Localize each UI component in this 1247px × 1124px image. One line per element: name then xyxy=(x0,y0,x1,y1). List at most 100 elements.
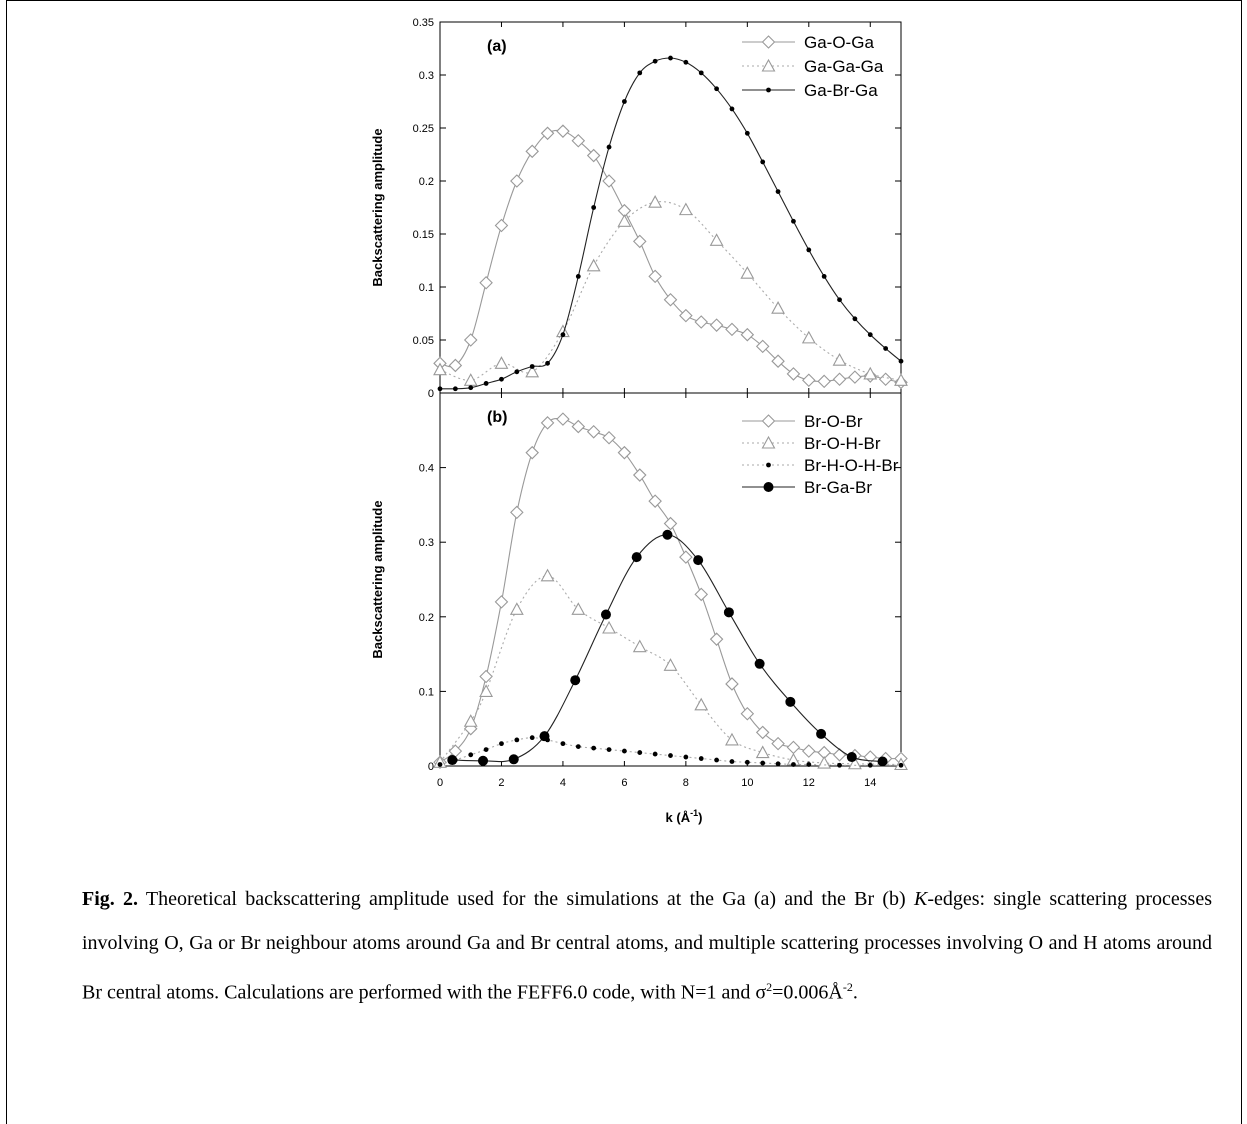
data-point-ga-o-ga xyxy=(571,133,586,148)
data-point-ga-br-ga xyxy=(468,385,474,391)
series-ga-ga-ga xyxy=(433,195,908,386)
data-point-ga-br-ga xyxy=(775,189,781,195)
data-point-ga-o-ga xyxy=(463,333,478,347)
data-point-ga-br-ga xyxy=(545,360,550,366)
data-point-br-o-h-br xyxy=(540,568,555,582)
data-point-ga-o-ga xyxy=(755,339,770,354)
data-point-ga-br-ga xyxy=(514,369,520,375)
data-point-ga-ga-ga xyxy=(494,356,509,369)
y-tick-label: 0.2 xyxy=(419,176,434,188)
data-point-ga-br-ga xyxy=(837,297,842,303)
data-point-br-ga-br xyxy=(600,609,611,620)
caption-text-1: Theoretical backscattering amplitude use… xyxy=(138,888,914,910)
data-point-ga-br-ga xyxy=(867,332,873,338)
data-point-ga-ga-ga xyxy=(648,195,663,208)
data-point-ga-ga-ga xyxy=(894,373,908,386)
y-tick-label: 0.3 xyxy=(419,70,434,82)
data-point-br-ga-br xyxy=(478,755,489,766)
legend-marker-ga-br-ga xyxy=(766,87,771,93)
data-point-br-ga-br xyxy=(508,754,519,765)
data-point-br-h-o-h-br xyxy=(760,760,766,766)
data-point-ga-ga-ga xyxy=(586,258,601,272)
data-point-br-o-h-br xyxy=(663,658,678,671)
data-point-ga-br-ga xyxy=(698,70,704,76)
data-point-ga-o-ga xyxy=(679,308,693,323)
data-point-br-ga-br xyxy=(723,607,734,618)
legend-marker-br-ga-br xyxy=(763,482,774,492)
data-point-ga-br-ga xyxy=(898,358,904,364)
x-tick-label: 10 xyxy=(741,777,753,789)
y-axis-label: Backscattering amplitude xyxy=(370,500,385,658)
data-point-ga-ga-ga xyxy=(863,366,878,380)
series-br-h-o-h-br xyxy=(437,735,904,768)
data-point-br-o-br xyxy=(586,425,601,439)
y-tick-label: 0.1 xyxy=(419,282,434,294)
data-point-ga-br-ga xyxy=(591,205,597,210)
data-point-ga-o-ga xyxy=(448,358,463,373)
data-point-br-ga-br xyxy=(539,731,550,742)
data-point-ga-br-ga xyxy=(744,130,750,136)
data-point-br-o-h-br xyxy=(602,620,616,634)
legend-marker-br-o-h-br xyxy=(761,435,776,449)
data-point-br-h-o-h-br xyxy=(729,759,735,764)
data-point-ga-br-ga xyxy=(760,159,766,165)
data-point-ga-br-ga xyxy=(652,58,658,64)
data-point-br-h-o-h-br xyxy=(575,744,581,750)
data-point-br-o-br xyxy=(740,707,755,721)
data-point-ga-br-ga xyxy=(852,316,858,322)
panel-label: (b) xyxy=(487,409,507,426)
data-point-ga-ga-ga xyxy=(801,330,816,344)
data-point-br-h-o-h-br xyxy=(791,762,796,767)
panel-b: 0 0.1 0.2 0.3 0.4 0 2 4 6 8 10 12 14 Backscattering a… xyxy=(370,392,908,789)
data-point-ga-br-ga xyxy=(683,59,689,65)
data-point-br-o-h-br xyxy=(694,697,709,711)
series-br-o-br xyxy=(433,412,908,770)
data-point-ga-o-ga xyxy=(771,354,785,368)
data-point-br-ga-br xyxy=(631,552,642,563)
data-point-br-o-br xyxy=(802,744,816,758)
y-tick-label: 0.15 xyxy=(413,229,434,241)
legend-marker-br-o-br xyxy=(761,414,776,428)
data-point-ga-o-ga xyxy=(602,174,616,188)
data-point-br-h-o-h-br xyxy=(437,762,443,767)
data-point-ga-br-ga xyxy=(668,55,673,61)
data-point-br-o-br xyxy=(755,725,770,740)
data-point-ga-o-ga xyxy=(709,318,724,332)
x-tick-label: 14 xyxy=(864,777,876,789)
plot-frame xyxy=(439,392,902,767)
data-point-br-o-h-br xyxy=(433,755,447,768)
legend: Ga-O-Ga Ga-Ga-Ga Ga-Br-Ga xyxy=(742,33,884,100)
data-point-ga-o-ga xyxy=(556,124,570,138)
series-line-ga-br-ga xyxy=(439,57,902,390)
legend-label-br-h-o-h-br: Br-H-O-H-Br xyxy=(804,456,899,475)
data-point-ga-o-ga xyxy=(725,322,739,337)
data-point-ga-o-ga xyxy=(848,370,862,384)
series-line-br-o-h-br xyxy=(439,575,902,766)
y-axis-label: Backscattering amplitude xyxy=(370,128,385,286)
data-point-br-o-br xyxy=(632,468,647,482)
data-point-ga-o-ga xyxy=(786,367,801,381)
data-point-br-o-br xyxy=(709,632,724,646)
data-point-ga-ga-ga xyxy=(678,202,693,216)
data-point-br-h-o-h-br xyxy=(514,737,520,743)
legend-marker-br-h-o-h-br xyxy=(766,462,771,468)
data-point-ga-ga-ga xyxy=(832,352,847,366)
data-point-ga-o-ga xyxy=(632,234,647,249)
caption-text-2: -edges: single scattering processes invo… xyxy=(82,888,1212,1004)
data-point-ga-o-ga xyxy=(586,148,601,163)
data-point-ga-br-ga xyxy=(606,144,612,150)
y-tick-label: 0.3 xyxy=(419,537,434,549)
data-point-br-ga-br xyxy=(570,675,581,686)
legend-label-br-o-br: Br-O-Br xyxy=(804,412,863,431)
data-point-br-h-o-h-br xyxy=(775,761,781,767)
data-point-br-h-o-h-br xyxy=(668,753,673,758)
data-point-br-h-o-h-br xyxy=(499,741,504,747)
data-point-ga-br-ga xyxy=(483,381,489,386)
data-point-br-h-o-h-br xyxy=(529,735,535,741)
data-point-br-h-o-h-br xyxy=(622,748,627,754)
data-point-ga-ga-ga xyxy=(771,301,785,314)
caption-k-italic: K xyxy=(913,888,928,910)
series-line-ga-o-ga xyxy=(439,129,902,383)
legend-label-br-o-h-br: Br-O-H-Br xyxy=(804,434,881,453)
data-point-br-h-o-h-br xyxy=(714,757,719,763)
